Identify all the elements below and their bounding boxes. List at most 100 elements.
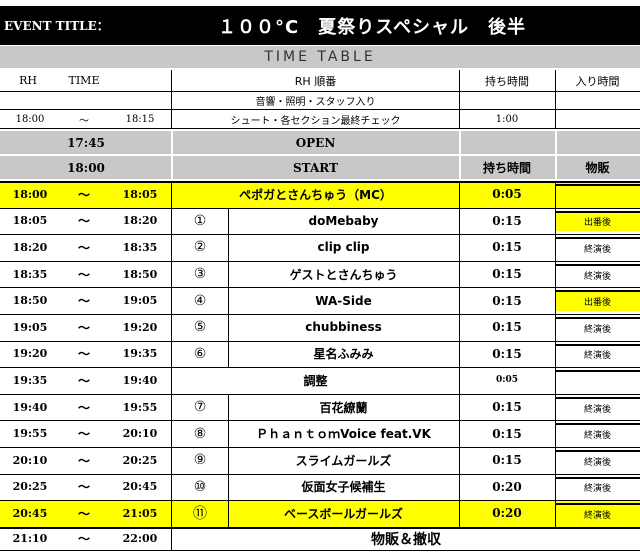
act-start: 19:40 — [12, 400, 48, 414]
act-sep: ～ — [77, 214, 90, 229]
time-table-band: TIME TABLE — [0, 46, 640, 68]
act-number: ⑨ — [193, 452, 207, 469]
act-start: 20:25 — [12, 480, 48, 494]
act-name: 仮面女子候補生 — [301, 480, 386, 495]
act-name: ＰｈａｎｔｏｍVoice feat.VK — [256, 427, 431, 442]
act-duration: 0:15 — [492, 240, 522, 255]
act-merch: 終演後 — [555, 263, 640, 285]
act-start: 19:55 — [12, 427, 48, 441]
act-name: clip clip — [317, 240, 370, 255]
act-name: 百花繚蘭 — [319, 400, 368, 415]
header-row: RH TIME RH 順番 持ち時間 入り時間 — [0, 70, 640, 92]
rh-row-duration: 1:00 — [495, 113, 519, 125]
merch-header: 物販 — [585, 161, 610, 175]
act-sep: ～ — [77, 320, 90, 335]
act-duration: 0:15 — [492, 453, 522, 468]
act-start: 18:50 — [12, 294, 48, 308]
act-merch: 終演後 — [555, 317, 640, 338]
act-row: 20:25 ～ 20:45 ⑩ 仮面女子候補生 0:20 終演後 — [0, 473, 640, 501]
act-merch: 終演後 — [555, 343, 640, 365]
title-bar: EVENT TITLE： １００°C 夏祭りスペシャル 後半 — [0, 6, 640, 45]
act-duration: 0:15 — [492, 293, 522, 308]
start-row: 18:00 START 持ち時間 物販 — [0, 156, 640, 179]
header-order: RH 順番 — [294, 74, 337, 88]
act-sep: ～ — [77, 453, 90, 468]
act-row: 18:50 ～ 19:05 ④ WA-Side 0:15 出番後 — [0, 287, 640, 314]
act-start: 20:10 — [12, 453, 48, 467]
act-end: 19:35 — [122, 347, 158, 361]
duration-header: 持ち時間 — [482, 161, 531, 175]
header-entry: 入り時間 — [575, 74, 620, 88]
act-row: 18:00 ～ 18:05 ぺポガとさんちゅう（MC） 0:05 — [0, 181, 640, 208]
act-row: 19:35 ～ 19:40 調整 0:05 — [0, 367, 640, 394]
open-label: OPEN — [295, 135, 336, 150]
act-merch — [555, 184, 640, 205]
act-start: 19:35 — [12, 373, 48, 387]
act-row: 19:55 ～ 20:10 ⑧ ＰｈａｎｔｏｍVoice feat.VK 0:15 終演後 — [0, 420, 640, 447]
act-merch: 終演後 — [555, 476, 640, 498]
act-duration: 0:15 — [492, 213, 522, 228]
final-row: 21:10 ～ 22:00 物販＆撤収 — [0, 527, 640, 551]
act-merch: 終演後 — [555, 396, 640, 418]
act-number: ⑧ — [193, 425, 207, 442]
act-start: 18:20 — [12, 240, 48, 254]
open-time: 17:45 — [67, 135, 105, 150]
header-time: TIME — [68, 74, 100, 87]
act-duration: 0:15 — [492, 346, 522, 361]
act-duration: 0:20 — [492, 506, 522, 521]
time-table-label: TIME TABLE — [264, 49, 376, 65]
final-row-end: 22:00 — [122, 532, 158, 545]
act-name: chubbiness — [305, 320, 382, 335]
act-merch: 終演後 — [555, 450, 640, 471]
act-sep: ～ — [77, 480, 90, 495]
act-duration: 0:20 — [492, 479, 522, 494]
act-duration: 0:15 — [492, 426, 522, 441]
act-sep: ～ — [77, 267, 90, 282]
event-title-label: EVENT TITLE： — [4, 19, 104, 33]
act-name: ぺポガとさんちゅう（MC） — [239, 187, 392, 202]
act-end: 20:45 — [122, 480, 158, 494]
act-duration: 0:15 — [492, 400, 522, 415]
act-start: 19:05 — [12, 320, 48, 334]
act-row: 18:35 ～ 18:50 ③ ゲストとさんちゅう 0:15 終演後 — [0, 260, 640, 288]
act-sep: ～ — [77, 347, 90, 362]
act-number: ⑤ — [193, 319, 207, 336]
act-row: 18:05 ～ 18:20 ① doMebaby 0:15 出番後 — [0, 207, 640, 235]
act-merch: 出番後 — [555, 210, 640, 232]
act-name: ゲストとさんちゅう — [289, 267, 398, 282]
act-number: ① — [193, 212, 207, 229]
act-merch: 終演後 — [555, 423, 640, 444]
act-start: 20:45 — [12, 506, 48, 520]
final-row-sep: ～ — [77, 532, 90, 546]
rh-row-sep: ～ — [79, 115, 89, 127]
act-duration: 0:15 — [492, 320, 522, 335]
act-start: 18:35 — [12, 267, 48, 281]
act-row: 19:20 ～ 19:35 ⑥ 星名ふみみ 0:15 終演後 — [0, 340, 640, 368]
act-name: 星名ふみみ — [313, 347, 374, 362]
act-end: 19:20 — [122, 320, 158, 334]
act-sep: ～ — [77, 187, 90, 202]
act-end: 19:05 — [122, 294, 158, 308]
act-start: 18:05 — [12, 214, 48, 228]
act-number: ③ — [193, 266, 207, 283]
act-duration: 0:05 — [495, 375, 519, 386]
act-sep: ～ — [77, 240, 90, 255]
rh-row-desc: 音響・照明・スタッフ入り — [255, 97, 376, 108]
act-sep: ～ — [77, 400, 90, 415]
start-label: START — [293, 160, 338, 175]
act-end: 18:35 — [122, 240, 158, 254]
rh-row-desc: シュート・各セクション最終チェック — [230, 115, 401, 127]
act-name: スライムガールズ — [295, 453, 392, 468]
act-name: 調整 — [303, 373, 328, 388]
act-duration: 0:05 — [492, 187, 522, 202]
act-sep: ～ — [77, 427, 90, 442]
act-row: 19:05 ～ 19:20 ⑤ chubbiness 0:15 終演後 — [0, 314, 640, 341]
act-merch — [555, 370, 640, 391]
act-number: ⑥ — [193, 345, 207, 362]
act-row: 18:20 ～ 18:35 ② clip clip 0:15 終演後 — [0, 234, 640, 261]
act-sep: ～ — [77, 373, 90, 388]
act-end: 19:40 — [122, 373, 158, 387]
rh-row: 音響・照明・スタッフ入り — [0, 92, 640, 110]
act-merch: 終演後 — [555, 503, 640, 524]
act-duration: 0:15 — [492, 267, 522, 282]
